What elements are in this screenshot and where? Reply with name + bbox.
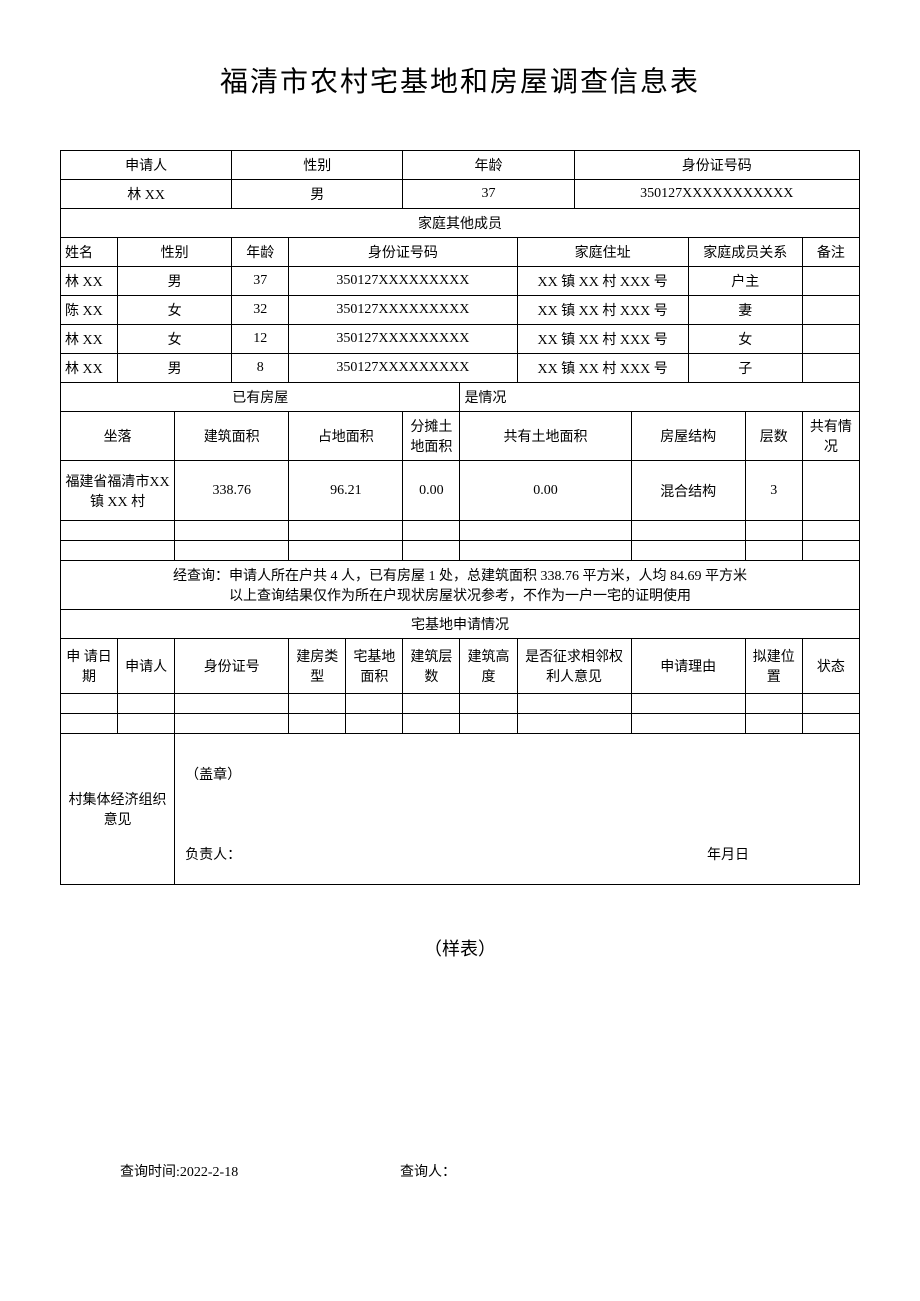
housing-header-common-land: 共有土地面积	[460, 412, 631, 461]
query-time: 2022-2-18	[180, 1165, 238, 1180]
housing-left-label: 已有房屋	[61, 383, 460, 412]
query-line2: 以上查询结果仅作为所在户现状房屋状况参考，不作为一户一宅的证明使用	[65, 585, 855, 605]
housing-header-shared-status: 共有情况	[802, 412, 859, 461]
housing-header-land-area: 占地面积	[289, 412, 403, 461]
family-header-relation: 家庭成员关系	[688, 238, 802, 267]
housing-common-land: 0.00	[460, 461, 631, 521]
header-id: 身份证号码	[574, 151, 859, 180]
family-age: 12	[232, 325, 289, 354]
app-header-neighbor: 是否征求相邻权利人意见	[517, 639, 631, 694]
housing-header-building-area: 建筑面积	[175, 412, 289, 461]
family-age: 32	[232, 296, 289, 325]
app-header-status: 状态	[802, 639, 859, 694]
family-remark	[802, 296, 859, 325]
header-gender: 性别	[232, 151, 403, 180]
family-header-address: 家庭住址	[517, 238, 688, 267]
housing-land-area: 96.21	[289, 461, 403, 521]
query-line1: 经查询：申请人所在户共 4 人，已有房屋 1 处，总建筑面积 338.76 平方…	[65, 565, 855, 585]
footer: 查询时间:2022-2-18 查询人：	[60, 1161, 860, 1181]
housing-header-structure: 房屋结构	[631, 412, 745, 461]
app-header-date: 申 请日期	[61, 639, 118, 694]
family-header-age: 年龄	[232, 238, 289, 267]
family-header-name: 姓名	[61, 238, 118, 267]
committee-date: 年月日	[707, 844, 749, 864]
housing-location: 福建省福清市XX 镇 XX 村	[61, 461, 175, 521]
family-remark	[802, 325, 859, 354]
housing-building-area: 338.76	[175, 461, 289, 521]
app-header-applicant: 申请人	[118, 639, 175, 694]
housing-structure: 混合结构	[631, 461, 745, 521]
query-time-label: 查询时间:	[120, 1165, 180, 1180]
applicant-gender: 男	[232, 180, 403, 209]
query-summary: 经查询：申请人所在户共 4 人，已有房屋 1 处，总建筑面积 338.76 平方…	[61, 561, 860, 610]
app-header-id: 身份证号	[175, 639, 289, 694]
family-remark	[802, 267, 859, 296]
header-age: 年龄	[403, 151, 574, 180]
housing-shared-land: 0.00	[403, 461, 460, 521]
family-gender: 男	[118, 354, 232, 383]
family-row: 陈 XX 女 32 350127XXXXXXXXX XX 镇 XX 村 XXX …	[61, 296, 860, 325]
committee-responsible: 负责人：	[185, 844, 241, 864]
family-id: 350127XXXXXXXXX	[289, 354, 517, 383]
committee-stamp: （盖章）	[185, 764, 849, 784]
family-address: XX 镇 XX 村 XXX 号	[517, 296, 688, 325]
family-row: 林 XX 男 37 350127XXXXXXXXX XX 镇 XX 村 XXX …	[61, 267, 860, 296]
housing-shared-status	[802, 461, 859, 521]
family-age: 37	[232, 267, 289, 296]
family-gender: 女	[118, 296, 232, 325]
family-id: 350127XXXXXXXXX	[289, 325, 517, 354]
housing-header-floors: 层数	[745, 412, 802, 461]
housing-header-shared-land: 分摊土地面积	[403, 412, 460, 461]
query-person-label: 查询人：	[400, 1165, 456, 1180]
app-header-house-type: 建房类型	[289, 639, 346, 694]
committee-content: （盖章） 负责人： 年月日	[175, 734, 860, 885]
app-header-land-area: 宅基地面积	[346, 639, 403, 694]
family-relation: 女	[688, 325, 802, 354]
family-name: 林 XX	[61, 267, 118, 296]
family-name: 陈 XX	[61, 296, 118, 325]
applicant-table: 申请人 性别 年龄 身份证号码 林 XX 男 37 350127XXXXXXXX…	[60, 150, 860, 885]
app-header-location: 拟建位置	[745, 639, 802, 694]
family-header-remark: 备注	[802, 238, 859, 267]
applicant-age: 37	[403, 180, 574, 209]
family-gender: 男	[118, 267, 232, 296]
applicant-id: 350127XXXXXXXXXXX	[574, 180, 859, 209]
applicant-name: 林 XX	[61, 180, 232, 209]
sample-label: （样表）	[60, 935, 860, 961]
page-title: 福清市农村宅基地和房屋调查信息表	[60, 60, 860, 100]
app-header-reason: 申请理由	[631, 639, 745, 694]
family-address: XX 镇 XX 村 XXX 号	[517, 267, 688, 296]
family-row: 林 XX 女 12 350127XXXXXXXXX XX 镇 XX 村 XXX …	[61, 325, 860, 354]
family-header-gender: 性别	[118, 238, 232, 267]
family-id: 350127XXXXXXXXX	[289, 267, 517, 296]
family-section-title: 家庭其他成员	[61, 209, 860, 238]
committee-label: 村集体经济组织意见	[61, 734, 175, 885]
family-address: XX 镇 XX 村 XXX 号	[517, 325, 688, 354]
family-row: 林 XX 男 8 350127XXXXXXXXX XX 镇 XX 村 XXX 号…	[61, 354, 860, 383]
app-header-height: 建筑高度	[460, 639, 517, 694]
application-section-title: 宅基地申请情况	[61, 610, 860, 639]
housing-header-location: 坐落	[61, 412, 175, 461]
header-applicant: 申请人	[61, 151, 232, 180]
family-header-id: 身份证号码	[289, 238, 517, 267]
family-address: XX 镇 XX 村 XXX 号	[517, 354, 688, 383]
family-gender: 女	[118, 325, 232, 354]
family-relation: 子	[688, 354, 802, 383]
housing-floors: 3	[745, 461, 802, 521]
family-remark	[802, 354, 859, 383]
app-header-floors: 建筑层数	[403, 639, 460, 694]
family-name: 林 XX	[61, 354, 118, 383]
family-id: 350127XXXXXXXXX	[289, 296, 517, 325]
family-name: 林 XX	[61, 325, 118, 354]
family-age: 8	[232, 354, 289, 383]
family-relation: 户主	[688, 267, 802, 296]
housing-right-label: 是情况	[460, 383, 860, 412]
family-relation: 妻	[688, 296, 802, 325]
